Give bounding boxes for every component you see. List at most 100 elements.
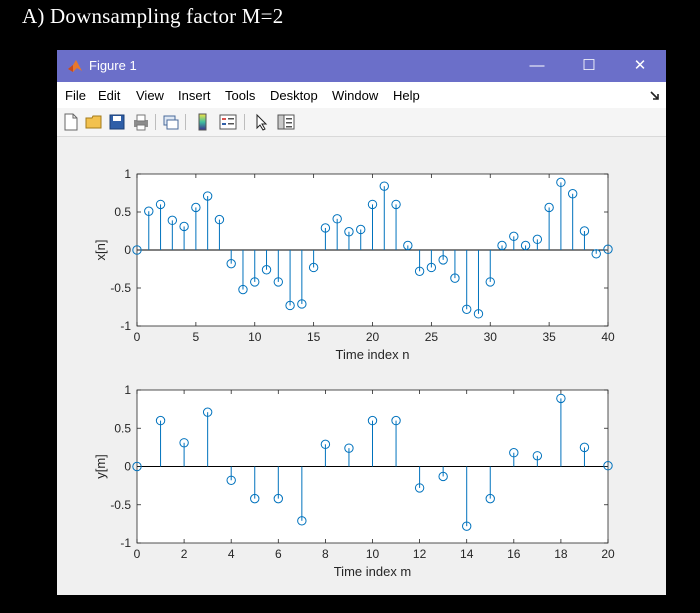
y-tick-label: -1 [120, 536, 131, 550]
stem-marker [556, 177, 566, 188]
x-tick-label: 14 [460, 547, 474, 561]
stem-marker [344, 443, 354, 453]
menu-file[interactable]: File [65, 88, 86, 103]
menu-bar: File Edit View Insert Tools Desktop Wind… [57, 82, 666, 108]
stem-marker [191, 202, 201, 213]
new-figure-icon[interactable] [62, 113, 80, 131]
y-tick-label: 0 [124, 243, 131, 257]
x-tick-label: 0 [134, 330, 141, 344]
stem-marker [356, 224, 366, 235]
stem-marker [214, 214, 225, 225]
title-bar[interactable]: Figure 1 — ☐ ✕ [57, 50, 666, 82]
stem-marker [485, 277, 495, 287]
stem-marker [250, 277, 260, 287]
stem-marker [261, 265, 272, 275]
pointer-icon[interactable] [253, 113, 271, 131]
stem-marker [379, 181, 389, 191]
y-tick-label: 1 [124, 383, 131, 397]
x-tick-label: 40 [601, 330, 615, 344]
stem-marker [485, 493, 495, 504]
x-tick-label: 8 [322, 547, 329, 561]
axes-1: 0 5 10 15 20 25 30 35 40 -1 -0.5 0 0.5 1 Time index n x… [93, 167, 615, 362]
x-tick-label: 35 [542, 330, 556, 344]
stem-marker [332, 214, 342, 224]
stem-marker [450, 273, 460, 283]
y-tick-label: -0.5 [110, 498, 131, 512]
menu-edit[interactable]: Edit [98, 88, 121, 103]
stem-marker [132, 461, 142, 472]
stem-marker [426, 262, 437, 273]
link-plot-icon[interactable] [162, 113, 180, 131]
y-tick-label: 0 [124, 460, 131, 474]
matlab-logo-icon [68, 60, 82, 72]
close-button[interactable]: ✕ [633, 57, 647, 74]
axes-2: 0 2 4 6 8 10 12 14 16 18 20 -1 -0.5 0 0.5 1 Time index m… [93, 383, 615, 579]
toolbar-separator [244, 114, 245, 130]
x-axis-label: Time index n [336, 347, 410, 362]
stem-marker [320, 223, 331, 233]
x-tick-label: 12 [413, 547, 427, 561]
stem-marker [273, 493, 284, 504]
stem-marker [520, 240, 531, 251]
stem-marker [403, 240, 413, 251]
stem-marker [155, 199, 166, 210]
stem-marker [238, 284, 248, 295]
x-tick-label: 4 [228, 547, 235, 561]
stem-marker [544, 202, 554, 213]
minimize-button[interactable]: — [529, 57, 545, 74]
stem-marker [391, 415, 401, 426]
y-axis-label: y[m] [93, 454, 108, 479]
stem-marker [344, 227, 354, 237]
stem-marker [132, 245, 142, 255]
stem-marker [320, 439, 331, 450]
stem-marker [473, 309, 484, 319]
maximize-button[interactable]: ☐ [582, 57, 596, 74]
stem-marker [250, 493, 260, 504]
print-icon[interactable] [132, 113, 150, 131]
stem-marker [297, 516, 307, 526]
menu-tools[interactable]: Tools [225, 88, 256, 103]
y-tick-label: -1 [120, 319, 131, 333]
dock-arrow-icon[interactable] [650, 91, 659, 100]
stem-marker [226, 475, 236, 485]
stem-marker [391, 199, 401, 210]
menu-insert[interactable]: Insert [178, 88, 211, 103]
stem-marker [462, 521, 472, 531]
legend-icon[interactable] [219, 113, 237, 131]
stem-marker [297, 299, 307, 309]
stem-marker [202, 407, 213, 417]
open-file-icon[interactable] [85, 113, 103, 131]
menu-view[interactable]: View [136, 88, 164, 103]
y-tick-label: 1 [124, 167, 131, 181]
stem-marker [579, 442, 590, 453]
stem-marker [273, 277, 284, 287]
stem-marker [497, 240, 507, 251]
y-tick-label: 0.5 [114, 421, 131, 435]
x-tick-label: 16 [507, 547, 521, 561]
x-tick-label: 25 [425, 330, 439, 344]
stem-marker [438, 471, 448, 482]
property-editor-icon[interactable] [277, 113, 295, 131]
stem-marker [367, 199, 378, 210]
x-tick-label: 30 [484, 330, 498, 344]
save-icon[interactable] [108, 113, 126, 131]
y-axis-label: x[n] [93, 240, 108, 261]
stem-marker [285, 300, 295, 311]
stem-marker [532, 451, 543, 461]
x-tick-label: 10 [248, 330, 262, 344]
stem-marker [603, 244, 613, 254]
stem-marker [603, 461, 613, 471]
x-tick-label: 15 [307, 330, 321, 344]
x-axis-label: Time index m [334, 564, 412, 579]
menu-window[interactable]: Window [332, 88, 379, 103]
toolbar [57, 108, 666, 137]
x-tick-label: 10 [366, 547, 380, 561]
page-heading: A) Downsampling factor M=2 [22, 4, 284, 28]
colorbar-icon[interactable] [194, 113, 212, 131]
x-tick-label: 0 [134, 547, 141, 561]
stem-marker [202, 191, 213, 201]
menu-help[interactable]: Help [393, 88, 420, 103]
stem-marker [567, 189, 578, 199]
menu-desktop[interactable]: Desktop [270, 88, 318, 103]
stem-marker [556, 393, 566, 404]
